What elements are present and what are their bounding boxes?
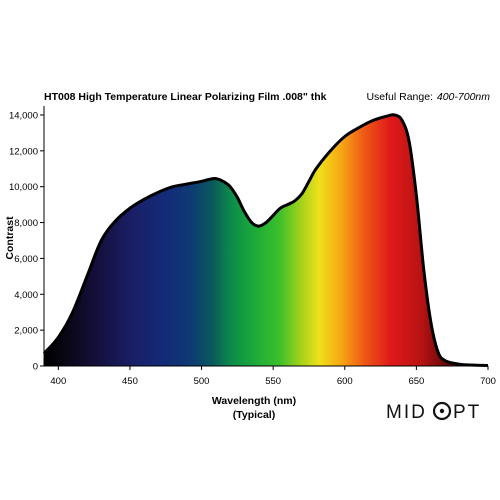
y-tick-label: 8,000: [14, 218, 38, 229]
x-tick-label: 650: [408, 376, 424, 387]
logo-text-right: PT: [453, 402, 481, 423]
x-tick-label: 600: [337, 376, 353, 387]
logo-o-icon: [432, 401, 452, 421]
x-tick-label: 700: [480, 376, 496, 387]
chart-title: HT008 High Temperature Linear Polarizing…: [44, 91, 327, 103]
y-axis-label: Contrast: [4, 216, 16, 260]
y-tick-label: 12,000: [9, 146, 38, 157]
useful-range-label: Useful Range:: [366, 91, 433, 103]
x-tick-label: 550: [265, 376, 281, 387]
x-axis-sublabel: (Typical): [233, 409, 275, 421]
y-tick-label: 14,000: [9, 110, 38, 121]
y-tick-label: 10,000: [9, 182, 38, 193]
y-tick-label: 2,000: [14, 326, 38, 337]
contrast-series-line: [42, 113, 489, 367]
y-tick-label: 4,000: [14, 290, 38, 301]
plot-area: [42, 113, 489, 367]
y-tick-label: 0: [33, 362, 38, 373]
tick-labels: 0 2,000 4,000 6,000 8,000 10,000 12,000 14,000 4…: [9, 110, 496, 387]
x-tick-label: 500: [194, 376, 210, 387]
spectrum-area-fill: [44, 114, 488, 366]
logo-text-left: MID: [386, 402, 427, 423]
axes: [43, 106, 488, 367]
useful-range-value: 400-700nm: [437, 91, 490, 103]
x-tick-label: 400: [50, 376, 66, 387]
x-axis-label: Wavelength (nm): [212, 395, 296, 407]
y-tick-label: 6,000: [14, 254, 38, 265]
midopt-logo: MID PT: [386, 401, 481, 423]
x-tick-label: 450: [122, 376, 138, 387]
